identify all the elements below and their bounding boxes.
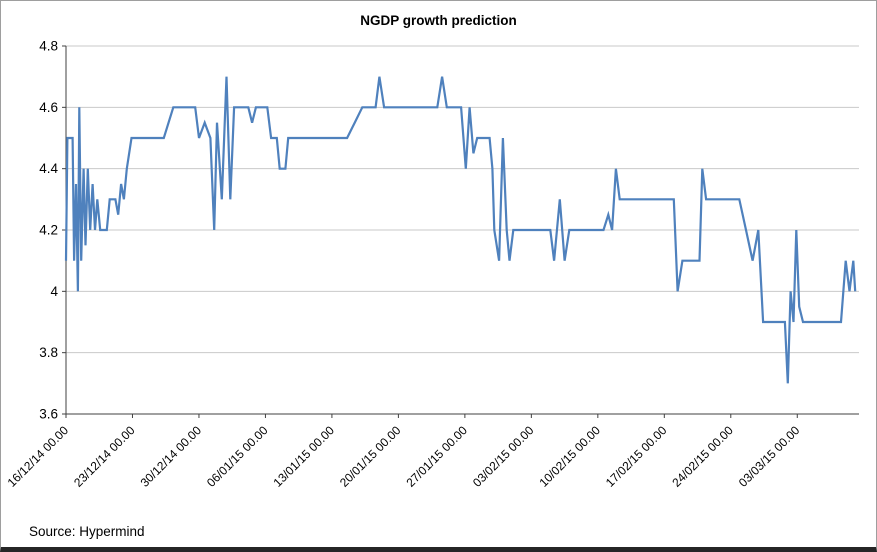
y-tick-label: 4.8 xyxy=(39,39,58,54)
x-tick-label: 03/03/15 00.00 xyxy=(736,423,803,490)
x-tick-label: 13/01/15 00.00 xyxy=(271,423,338,490)
x-tick-label: 24/02/15 00.00 xyxy=(669,423,736,490)
x-tick-label: 06/01/15 00.00 xyxy=(204,423,271,490)
y-tick-label: 3.8 xyxy=(39,345,58,360)
x-tick-label: 10/02/15 00.00 xyxy=(536,423,603,490)
y-tick-label: 4 xyxy=(50,284,58,299)
x-tick-label: 23/12/14 00.00 xyxy=(71,423,138,490)
chart-title: NGDP growth prediction xyxy=(360,13,517,28)
y-tick-label: 4.4 xyxy=(39,161,58,176)
x-tick-label: 03/02/15 00.00 xyxy=(470,423,537,490)
x-tick-label: 27/01/15 00.00 xyxy=(403,423,470,490)
x-tick-label: 16/12/14 00.00 xyxy=(5,423,72,490)
y-tick-label: 4.6 xyxy=(39,100,58,115)
x-tick-label: 30/12/14 00.00 xyxy=(138,423,205,490)
series-line xyxy=(64,76,857,384)
source-caption: Source: Hypermind xyxy=(29,524,145,539)
y-tick-label: 4.2 xyxy=(39,223,58,238)
x-tick-label: 20/01/15 00.00 xyxy=(337,423,404,490)
y-tick-label: 3.6 xyxy=(39,407,58,422)
x-tick-label: 17/02/15 00.00 xyxy=(603,423,670,490)
